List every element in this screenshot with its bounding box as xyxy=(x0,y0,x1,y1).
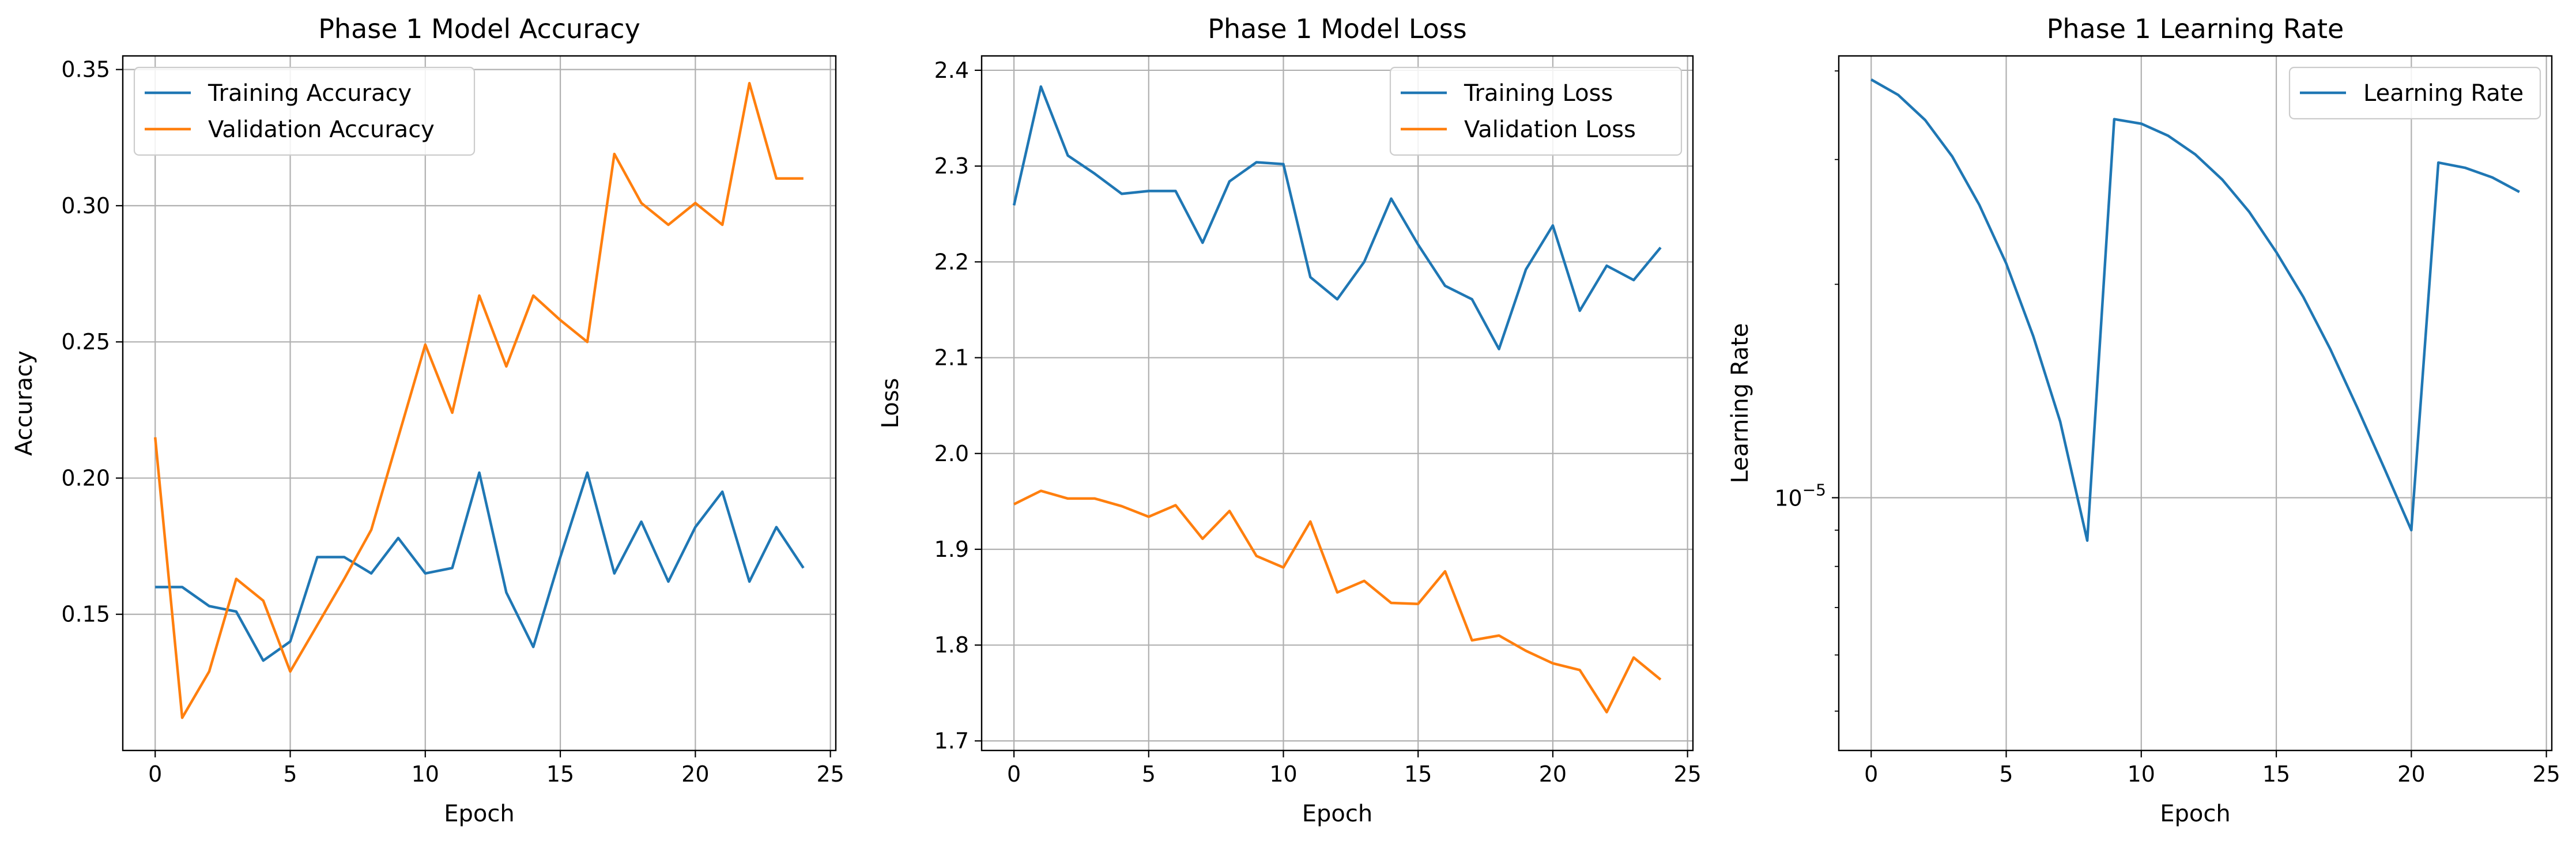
y-tick-label: 1.7 xyxy=(934,728,969,753)
legend: Training Loss Validation Loss xyxy=(1389,66,1683,156)
y-tick-label: 2.1 xyxy=(934,345,969,371)
x-axis-label: Epoch xyxy=(1302,801,1372,827)
x-tick-label: 0 xyxy=(1007,761,1021,787)
x-tick-label: 15 xyxy=(1404,761,1432,787)
x-tick-label: 15 xyxy=(2262,761,2290,787)
series-line-learning-rate xyxy=(1870,78,2520,542)
chart-2: Phase 1 Model Loss 0 5 10 15 20 25 1.7 1.8 1.9 2.0… xyxy=(877,13,1702,827)
x-tick-label: 20 xyxy=(681,761,709,787)
y-axis-label: Loss xyxy=(877,378,904,429)
y-tick-base: 10 xyxy=(1774,486,1802,511)
x-tick-label: 25 xyxy=(816,761,844,787)
y-tick-label: 0.35 xyxy=(61,57,110,82)
chart-title: Phase 1 Model Accuracy xyxy=(318,13,640,44)
x-tick-label: 0 xyxy=(148,761,162,787)
y-axis-label: Learning Rate xyxy=(1727,323,1753,483)
chart-title: Phase 1 Model Loss xyxy=(1208,13,1467,44)
y-axis-label: Accuracy xyxy=(11,350,37,456)
legend-label: Validation Accuracy xyxy=(208,116,435,143)
legend: Learning Rate xyxy=(2288,66,2541,120)
legend-box xyxy=(133,66,476,156)
series-line-validation-loss xyxy=(1013,489,1662,714)
plot-frame xyxy=(122,55,837,752)
y-tick-label: 2.3 xyxy=(934,153,969,179)
y-tick-exponent: −5 xyxy=(1802,481,1826,500)
y-tick-label: 2.4 xyxy=(934,58,969,83)
legend-label: Validation Loss xyxy=(1464,116,1636,143)
x-tick-label: 15 xyxy=(546,761,574,787)
x-tick-label: 5 xyxy=(1142,761,1156,787)
y-tick-label: 2.0 xyxy=(934,441,969,466)
y-tick-label: 1.8 xyxy=(934,632,969,658)
x-tick-label: 20 xyxy=(2397,761,2425,787)
x-tick-label: 0 xyxy=(1864,761,1878,787)
chart-title: Phase 1 Learning Rate xyxy=(2047,13,2344,44)
series-line-training-loss xyxy=(1012,85,1662,350)
x-tick-label: 5 xyxy=(283,761,297,787)
chart-1: Phase 1 Model Accuracy 0 5 10 15 20 25 0.15 0.20… xyxy=(11,13,844,827)
legend-label: Training Accuracy xyxy=(208,80,412,107)
plot-frame xyxy=(980,55,1694,752)
x-tick-label: 20 xyxy=(1539,761,1567,787)
legend-label: Training Loss xyxy=(1464,80,1613,107)
y-tick-label: 0.25 xyxy=(61,329,110,354)
y-tick-label: 0.30 xyxy=(61,193,110,218)
legend-box xyxy=(1389,66,1683,156)
y-tick-label: 10−5 xyxy=(1774,481,1826,511)
legend-box xyxy=(2288,66,2541,120)
x-axis-label: Epoch xyxy=(2160,801,2230,827)
y-tick-label: 1.9 xyxy=(934,537,969,562)
y-tick-label: 0.15 xyxy=(61,602,110,627)
x-tick-label: 5 xyxy=(1999,761,2013,787)
x-tick-label: 10 xyxy=(2128,761,2155,787)
x-axis-label: Epoch xyxy=(444,801,514,827)
legend-label: Learning Rate xyxy=(2363,80,2524,107)
x-tick-label: 25 xyxy=(1673,761,1701,787)
plot-frame xyxy=(1838,55,2553,752)
series-line-training-accuracy xyxy=(155,471,805,662)
series-line-validation-accuracy xyxy=(153,82,804,719)
x-tick-label: 25 xyxy=(2532,761,2560,787)
y-tick-label: 0.20 xyxy=(61,465,110,491)
x-tick-label: 10 xyxy=(1269,761,1297,787)
legend: Training Accuracy Validation Accuracy xyxy=(133,66,476,156)
x-tick-label: 10 xyxy=(412,761,439,787)
y-tick-label: 2.2 xyxy=(934,249,969,274)
